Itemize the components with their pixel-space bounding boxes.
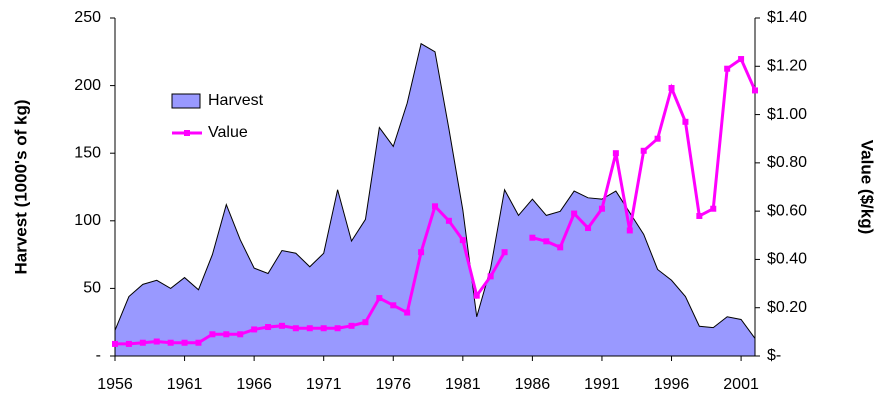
value-marker — [237, 331, 244, 338]
x-tick-label: 1981 — [445, 376, 481, 393]
x-tick-label: 1976 — [375, 376, 411, 393]
value-marker — [223, 331, 230, 338]
y2-axis-label: Value ($/kg) — [858, 140, 877, 234]
value-marker — [473, 292, 480, 299]
value-marker — [557, 244, 564, 251]
y2-tick-label: $1.20 — [767, 58, 807, 75]
value-marker — [251, 326, 258, 333]
value-marker — [125, 340, 132, 347]
x-tick-label: 2001 — [723, 376, 759, 393]
y-tick-label: 250 — [74, 9, 101, 26]
value-marker — [724, 65, 731, 72]
y2-tick-label: $0.20 — [767, 299, 807, 316]
value-marker — [445, 217, 452, 224]
y2-tick-label: $0.60 — [767, 202, 807, 219]
value-marker — [598, 205, 605, 212]
value-marker — [292, 325, 299, 332]
y2-tick-label: $0.80 — [767, 154, 807, 171]
value-marker — [334, 325, 341, 332]
x-tick-label: 1991 — [584, 376, 620, 393]
y2-tick-label: $- — [767, 347, 781, 364]
value-marker — [167, 339, 174, 346]
x-tick-label: 1986 — [515, 376, 551, 393]
value-marker — [668, 85, 675, 92]
value-marker — [585, 225, 592, 232]
value-marker — [112, 340, 118, 347]
value-marker — [752, 87, 758, 94]
y-tick-label: 100 — [74, 212, 101, 229]
value-marker — [376, 295, 383, 302]
value-marker — [626, 227, 633, 234]
x-tick-label: 1971 — [306, 376, 342, 393]
value-marker — [362, 319, 369, 326]
value-marker — [195, 339, 202, 346]
y2-tick-label: $1.00 — [767, 106, 807, 123]
value-marker — [501, 249, 508, 256]
value-marker — [306, 325, 313, 332]
y-tick-label: 200 — [74, 77, 101, 94]
value-marker — [710, 205, 717, 212]
legend-label: Harvest — [208, 92, 264, 109]
x-tick-label: 1956 — [97, 376, 133, 393]
value-marker — [153, 338, 160, 345]
y-tick-label: 50 — [83, 280, 101, 297]
value-marker — [612, 150, 619, 157]
value-marker — [682, 118, 689, 125]
value-marker — [265, 324, 272, 331]
value-marker — [654, 135, 661, 142]
y-tick-label: - — [96, 347, 101, 364]
value-marker — [571, 210, 578, 217]
value-marker — [459, 237, 466, 244]
value-marker — [404, 309, 411, 316]
value-marker — [738, 56, 745, 63]
y2-tick-label: $0.40 — [767, 251, 807, 268]
value-marker — [529, 234, 536, 241]
y2-tick-label: $1.40 — [767, 9, 807, 26]
value-marker — [320, 325, 327, 332]
legend-marker — [184, 130, 190, 136]
value-marker — [640, 147, 647, 154]
y-axis-label: Harvest (1000's of kg) — [11, 99, 30, 274]
x-tick-label: 1996 — [654, 376, 690, 393]
value-marker — [348, 322, 355, 329]
value-marker — [181, 339, 188, 346]
harvest-area — [114, 42, 756, 357]
legend-swatch — [171, 93, 201, 109]
value-marker — [432, 203, 438, 210]
value-marker — [139, 339, 146, 346]
value-marker — [418, 249, 425, 256]
value-marker — [390, 302, 397, 309]
value-marker — [487, 273, 494, 280]
x-tick-label: 1966 — [236, 376, 272, 393]
value-marker — [209, 331, 216, 338]
y-tick-label: 150 — [74, 144, 101, 161]
value-marker — [696, 212, 703, 219]
legend-label: Value — [208, 124, 248, 141]
value-marker — [278, 322, 285, 329]
value-marker — [543, 238, 550, 245]
x-tick-label: 1961 — [167, 376, 203, 393]
